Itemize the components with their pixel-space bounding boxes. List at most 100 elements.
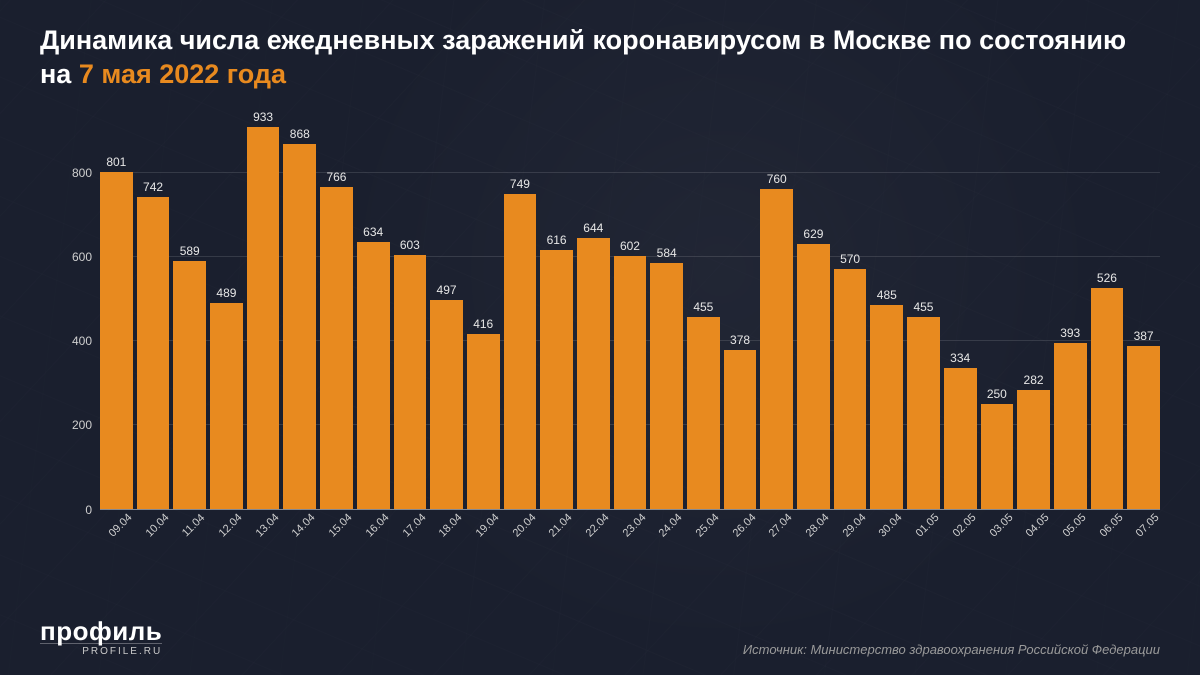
bar xyxy=(834,269,867,508)
bar-value-label: 334 xyxy=(950,351,970,365)
bar-column: 760 xyxy=(760,110,793,509)
bar xyxy=(357,242,390,508)
bar xyxy=(1017,390,1050,508)
bar-column: 602 xyxy=(614,110,647,509)
bar-column: 570 xyxy=(834,110,867,509)
bar xyxy=(870,305,903,509)
bar-value-label: 766 xyxy=(326,170,346,184)
x-tick-label: 07.05 xyxy=(1132,509,1183,560)
y-tick-label: 200 xyxy=(72,418,92,432)
chart-title: Динамика числа ежедневных заражений коро… xyxy=(40,24,1160,92)
bar-column: 378 xyxy=(724,110,757,509)
publisher-logo: профиль PROFILE.RU xyxy=(40,616,162,657)
bar-value-label: 589 xyxy=(180,244,200,258)
bar xyxy=(1127,346,1160,509)
bar-value-label: 634 xyxy=(363,225,383,239)
bar-column: 766 xyxy=(320,110,353,509)
bar-value-label: 387 xyxy=(1134,329,1154,343)
bar-column: 393 xyxy=(1054,110,1087,509)
logo-main-text: профиль xyxy=(40,616,162,647)
bar-value-label: 603 xyxy=(400,238,420,252)
bar-column: 603 xyxy=(394,110,427,509)
bar xyxy=(907,317,940,508)
bar-chart: 0200400600800 80174258948993386876663460… xyxy=(60,110,1160,550)
y-tick-label: 0 xyxy=(85,503,92,517)
bar xyxy=(944,368,977,508)
bar-column: 455 xyxy=(907,110,940,509)
bar xyxy=(247,127,280,509)
bar xyxy=(173,261,206,508)
bar xyxy=(430,300,463,509)
bar-column: 749 xyxy=(504,110,537,509)
bar-column: 497 xyxy=(430,110,463,509)
bar-column: 416 xyxy=(467,110,500,509)
y-axis: 0200400600800 xyxy=(60,110,100,510)
bar-column: 250 xyxy=(981,110,1014,509)
bar xyxy=(137,197,170,509)
content-region: Динамика числа ежедневных заражений коро… xyxy=(0,0,1200,675)
bar xyxy=(614,256,647,509)
bar-value-label: 933 xyxy=(253,110,273,124)
bar xyxy=(394,255,427,508)
bar-value-label: 250 xyxy=(987,387,1007,401)
bar-value-label: 629 xyxy=(803,227,823,241)
bar xyxy=(100,172,133,508)
bar-value-label: 644 xyxy=(583,221,603,235)
bar-value-label: 393 xyxy=(1060,326,1080,340)
bar-value-label: 749 xyxy=(510,177,530,191)
bar-column: 629 xyxy=(797,110,830,509)
title-accent-date: 7 мая 2022 года xyxy=(79,59,286,89)
bar xyxy=(797,244,830,508)
bar-column: 489 xyxy=(210,110,243,509)
bar xyxy=(540,250,573,509)
bar-value-label: 584 xyxy=(657,246,677,260)
bar-column: 334 xyxy=(944,110,977,509)
bar-value-label: 570 xyxy=(840,252,860,266)
bar-value-label: 868 xyxy=(290,127,310,141)
y-tick-label: 400 xyxy=(72,334,92,348)
bar-value-label: 526 xyxy=(1097,271,1117,285)
bar-value-label: 801 xyxy=(106,155,126,169)
bar-value-label: 282 xyxy=(1024,373,1044,387)
bar xyxy=(467,334,500,509)
bar-column: 868 xyxy=(283,110,316,509)
bar xyxy=(760,189,793,508)
bar xyxy=(724,350,757,509)
bar-column: 485 xyxy=(870,110,903,509)
bar xyxy=(504,194,537,509)
plot-area: 801 742 589 489 933 868 766 634 603 497 416 749 616 6… xyxy=(100,110,1160,510)
bar xyxy=(687,317,720,508)
source-attribution: Источник: Министерство здравоохранения Р… xyxy=(743,642,1160,657)
bar-value-label: 742 xyxy=(143,180,163,194)
bar xyxy=(210,303,243,508)
bar-column: 387 xyxy=(1127,110,1160,509)
bar-value-label: 378 xyxy=(730,333,750,347)
bar-column: 634 xyxy=(357,110,390,509)
bar xyxy=(1054,343,1087,508)
bar-value-label: 616 xyxy=(547,233,567,247)
bar-column: 589 xyxy=(173,110,206,509)
footer: профиль PROFILE.RU Источник: Министерств… xyxy=(40,616,1160,657)
bar-value-label: 455 xyxy=(913,300,933,314)
bar xyxy=(650,263,683,508)
x-axis-labels: 09.0410.0411.0412.0413.0414.0415.0416.04… xyxy=(100,510,1160,550)
bar-value-label: 497 xyxy=(437,283,457,297)
bar-value-label: 489 xyxy=(216,286,236,300)
bar-column: 801 xyxy=(100,110,133,509)
bar xyxy=(577,238,610,508)
bar-value-label: 455 xyxy=(693,300,713,314)
bar-column: 616 xyxy=(540,110,573,509)
bar xyxy=(1091,288,1124,509)
bar-value-label: 760 xyxy=(767,172,787,186)
bar-column: 933 xyxy=(247,110,280,509)
bar xyxy=(320,187,353,509)
bar-column: 526 xyxy=(1091,110,1124,509)
bar-column: 584 xyxy=(650,110,683,509)
bar-column: 282 xyxy=(1017,110,1050,509)
bar-column: 644 xyxy=(577,110,610,509)
bar-column: 455 xyxy=(687,110,720,509)
bar xyxy=(981,404,1014,509)
bar-value-label: 416 xyxy=(473,317,493,331)
bar-value-label: 485 xyxy=(877,288,897,302)
y-tick-label: 800 xyxy=(72,166,92,180)
